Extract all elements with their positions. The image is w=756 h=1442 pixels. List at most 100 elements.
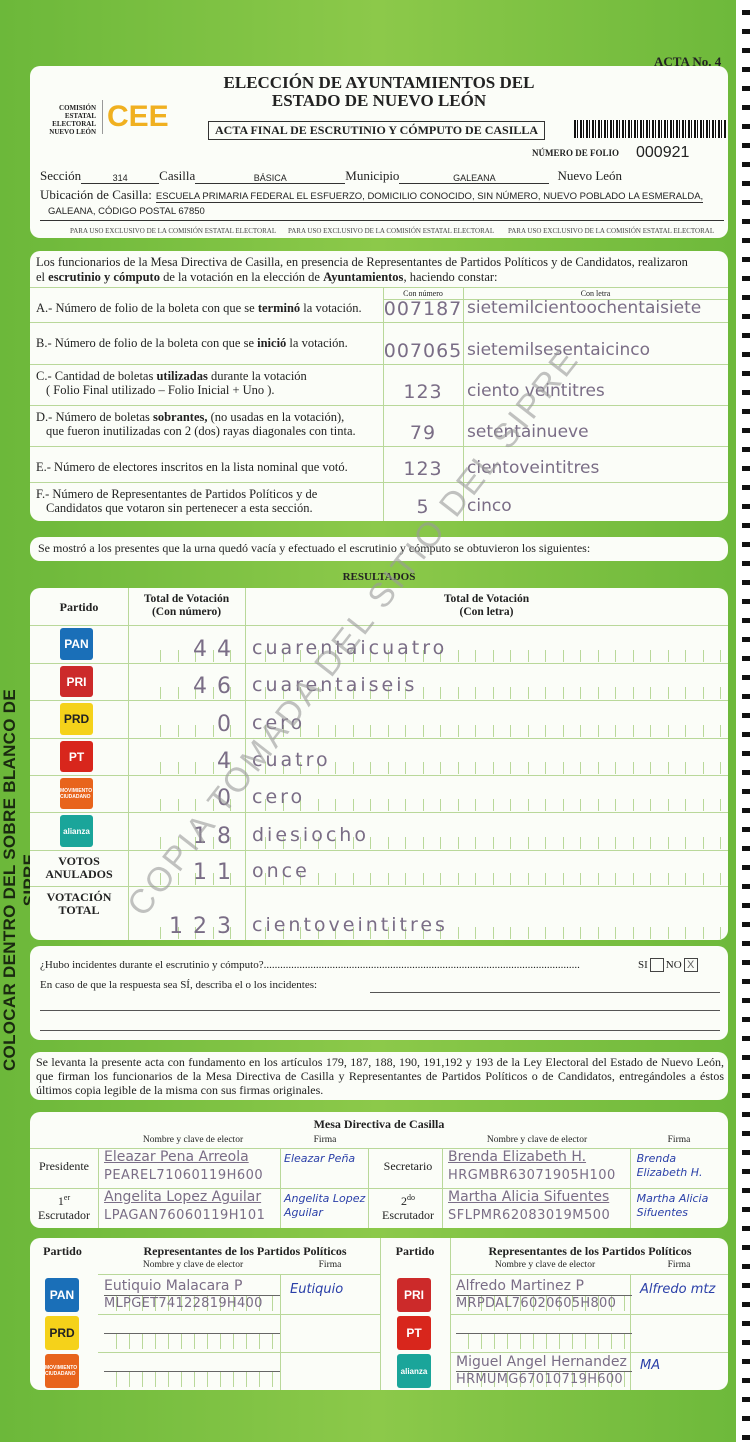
constancia-label: D.- Número de boletas sobrantes, (no usa… xyxy=(36,410,345,424)
registration-mark xyxy=(742,181,750,186)
votes-number[interactable]: 0 xyxy=(217,712,241,737)
si-label: SI xyxy=(638,959,648,971)
rep-col-partido-right: Partido xyxy=(395,1244,435,1258)
constancia-letra[interactable]: sietemilsesentaicinco xyxy=(467,340,650,360)
digit-box-divider xyxy=(335,687,336,699)
digit-box-divider xyxy=(597,927,599,939)
constancia-numero[interactable]: 123 xyxy=(403,381,443,403)
escrutador1-nombre[interactable]: Angelita Lopez Aguilar xyxy=(104,1189,262,1205)
ubicacion-line-2: GALEANA, CÓDIGO POSTAL 67850 xyxy=(48,206,205,217)
registration-mark xyxy=(742,1017,750,1022)
representantes: Partido Representantes de los Partidos P… xyxy=(30,1238,728,1390)
votes-letra[interactable]: cientoveintitres xyxy=(252,914,448,936)
rep-firma[interactable]: Alfredo mtz xyxy=(640,1282,716,1297)
digit-box-divider xyxy=(230,762,231,774)
constancia-numero[interactable]: 123 xyxy=(403,458,443,480)
votes-number[interactable]: 123 xyxy=(169,914,241,939)
digit-box-divider xyxy=(562,927,564,939)
secretario-firma[interactable]: Brenda Elizabeth H. xyxy=(636,1152,703,1179)
votes-number[interactable]: 0 xyxy=(217,786,241,811)
resultados-table: Partido Total de Votación (Con número) To… xyxy=(30,588,728,940)
registration-mark xyxy=(742,105,750,110)
digit-box-divider xyxy=(562,762,564,774)
rep-nombre[interactable]: Alfredo Martinez P xyxy=(456,1278,632,1296)
votes-letra[interactable]: cero xyxy=(252,786,306,808)
escrutador1-clave[interactable]: LPAGAN76060119H101 xyxy=(104,1208,266,1223)
digit-box-divider xyxy=(160,927,161,939)
digit-box-divider xyxy=(317,687,319,699)
votes-number[interactable]: 4 xyxy=(217,749,241,774)
incidentes-line-3[interactable] xyxy=(40,1030,720,1031)
digit-box-divider xyxy=(475,927,476,939)
escrutador1-firma[interactable]: Angelita Lopez Aguilar xyxy=(284,1192,366,1219)
digit-box-divider xyxy=(597,799,599,811)
presidente-clave[interactable]: PEAREL71060119H600 xyxy=(104,1168,264,1183)
presidente-firma[interactable]: Eleazar Peña xyxy=(284,1152,356,1165)
votes-number[interactable]: 11 xyxy=(193,860,241,885)
registration-mark xyxy=(742,1074,750,1079)
digit-box-divider xyxy=(720,687,721,699)
incidentes-line-1[interactable] xyxy=(370,992,720,993)
digit-box-divider xyxy=(177,927,179,939)
digit-box-divider xyxy=(667,650,669,662)
votes-letra[interactable]: cuatro xyxy=(252,749,331,771)
rep-nombre[interactable]: Eutiquio Malacara P xyxy=(104,1278,280,1296)
votes-number[interactable]: 44 xyxy=(193,637,241,662)
secretario-clave[interactable]: HRGMBR63071905H100 xyxy=(448,1168,616,1183)
rep-nombre[interactable] xyxy=(456,1316,632,1334)
rep-clave[interactable] xyxy=(104,1372,280,1387)
constancia-numero[interactable]: 5 xyxy=(416,496,430,518)
constancia-letra[interactable]: ciento veintitres xyxy=(467,381,605,401)
rep-nombre[interactable] xyxy=(104,1316,280,1334)
constancia-letra[interactable]: cinco xyxy=(467,496,512,516)
constancia-numero[interactable]: 79 xyxy=(409,422,437,444)
escrutador2-nombre[interactable]: Martha Alicia Sifuentes xyxy=(448,1189,610,1205)
rep-firma[interactable]: Eutiquio xyxy=(290,1282,344,1297)
votes-letra[interactable]: once xyxy=(252,860,310,882)
votes-number[interactable]: 18 xyxy=(193,824,241,849)
escrutador2-firma[interactable]: Martha Alicia Sifuentes xyxy=(636,1192,709,1219)
digit-box-divider xyxy=(422,650,424,662)
digit-box-divider xyxy=(632,837,634,849)
constancia-letra[interactable]: setentainueve xyxy=(467,422,589,442)
digit-box-divider xyxy=(702,927,704,939)
si-checkbox[interactable] xyxy=(649,958,664,972)
constancia-row: F.- Número de Representantes de Partidos… xyxy=(36,487,381,515)
constancia-letra[interactable]: cientoveintitres xyxy=(467,458,600,478)
rep-clave[interactable] xyxy=(456,1334,632,1349)
rep-nombre[interactable]: Miguel Angel Hernandez xyxy=(456,1354,632,1372)
votes-letra[interactable]: cuarentaicuatro xyxy=(252,637,448,659)
presidente-nombre[interactable]: Eleazar Pena Arreola xyxy=(104,1149,249,1165)
escrutador2-clave[interactable]: SFLPMR62083019M500 xyxy=(448,1208,611,1223)
digit-box-divider xyxy=(282,873,284,885)
digit-box-divider xyxy=(457,837,459,849)
constancia-letra[interactable]: sietemilcientoochentaisiete xyxy=(467,298,702,318)
digit-box-divider xyxy=(702,725,704,737)
rep-firma[interactable]: MA xyxy=(640,1358,661,1373)
role-label: 1er xyxy=(57,1193,71,1208)
incidentes-line-2[interactable] xyxy=(40,1010,720,1011)
rep-col-firma-left: Firma xyxy=(318,1260,342,1270)
digit-box-divider xyxy=(685,799,686,811)
rep-clave[interactable]: HRMUMG67010719H600 xyxy=(456,1372,632,1387)
digit-box-divider xyxy=(650,725,651,737)
digit-box-divider xyxy=(352,687,354,699)
votes-letra[interactable]: diesiocho xyxy=(252,824,369,846)
rep-nombre[interactable] xyxy=(104,1354,280,1372)
constancia-numero[interactable]: 007065 xyxy=(383,340,463,362)
exclusive-note-2: PARA USO EXCLUSIVO DE LA COMISIÓN ESTATA… xyxy=(288,227,495,235)
registration-mark xyxy=(742,29,750,34)
rep-clave[interactable]: MRPDAL76020605H800 xyxy=(456,1296,632,1311)
registration-mark xyxy=(742,1093,750,1098)
constancia-numero[interactable]: 007187 xyxy=(383,298,463,320)
votes-number[interactable]: 46 xyxy=(193,674,241,699)
rep-clave[interactable] xyxy=(104,1334,280,1349)
votes-letra[interactable]: cero xyxy=(252,712,306,734)
votes-letra[interactable]: cuarentaiseis xyxy=(252,674,418,696)
title-line-1: ELECCIÓN DE AYUNTAMIENTOS DEL xyxy=(223,73,535,92)
registration-mark xyxy=(742,1264,750,1269)
no-checkbox-checked[interactable]: X xyxy=(683,958,698,972)
rep-clave[interactable]: MLPGET74122819H400 xyxy=(104,1296,280,1311)
digit-box-divider xyxy=(300,725,301,737)
secretario-nombre[interactable]: Brenda Elizabeth H. xyxy=(448,1149,587,1165)
